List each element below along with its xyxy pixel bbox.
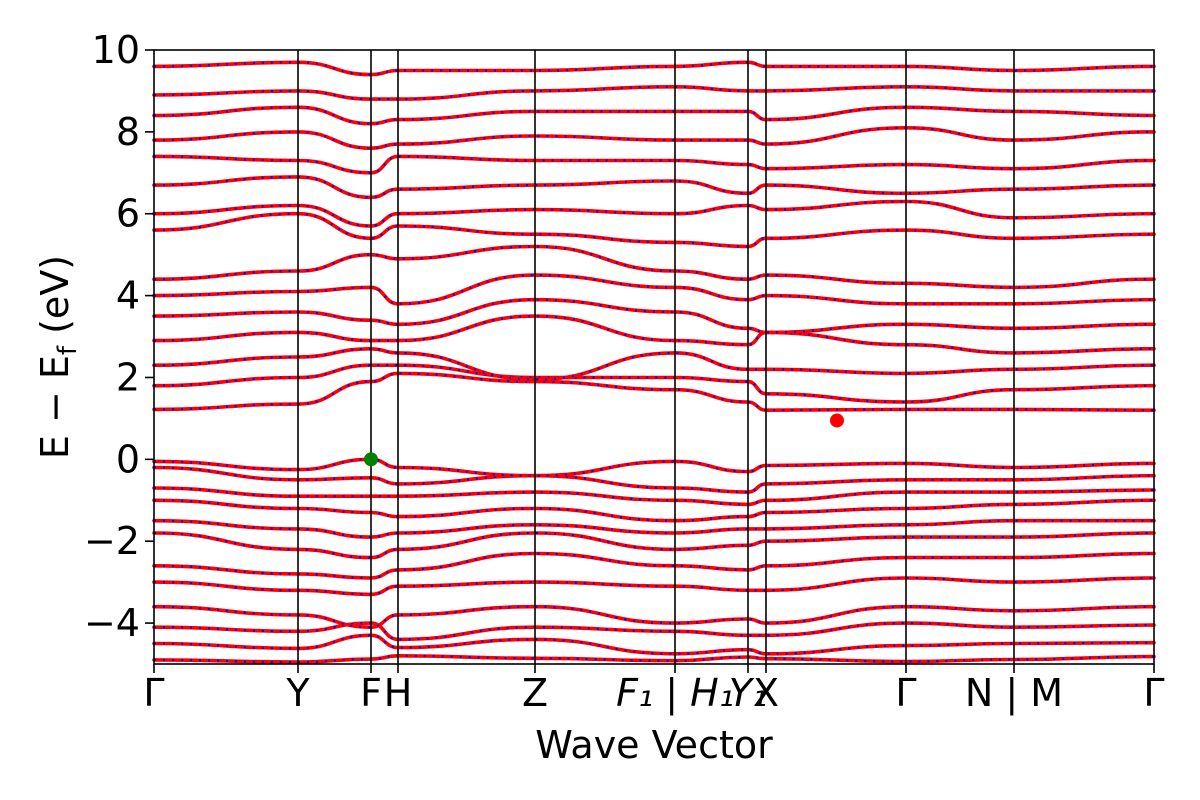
xtick-label-4: Z	[522, 671, 548, 715]
kpath-vertical-lines	[297, 50, 1015, 664]
highlight-marker-0	[364, 452, 378, 467]
band-line-dotted-5	[153, 552, 1155, 580]
xtick-label-6: Y₁	[729, 671, 767, 715]
ytick-label-1: 8	[116, 110, 140, 154]
band-line-26	[152, 60, 1156, 77]
band-line-2	[152, 621, 1156, 642]
ytick-label-5: 0	[116, 437, 140, 481]
y-axis-title-main: E − E	[33, 355, 77, 459]
band-line-4	[152, 576, 1156, 597]
band-line-dotted-24	[153, 106, 1155, 125]
band-line-dotted-11	[153, 458, 1155, 477]
band-line-dotted-12	[153, 372, 1155, 412]
plot-frame	[153, 49, 1155, 665]
band-line-dotted-18	[153, 245, 1155, 289]
band-line-3	[152, 604, 1156, 630]
band-line-dotted-17	[153, 273, 1155, 305]
band-line-25	[152, 84, 1156, 101]
band-line-23	[152, 125, 1156, 151]
band-line-22	[152, 154, 1156, 175]
y-axis-title-unit: (eV)	[33, 255, 77, 346]
band-line-21	[152, 175, 1156, 200]
ytick-label-7: −4	[84, 601, 140, 645]
y-axis-ticks: 10 8 6 4 2 0 −2 −4	[84, 28, 154, 645]
band-line-dotted-0	[153, 654, 1155, 664]
band-line-6	[152, 531, 1156, 560]
bands-layer	[152, 60, 1156, 664]
x-axis-title: Wave Vector	[535, 723, 773, 767]
band-line-7	[152, 518, 1156, 539]
band-line-dotted-15	[153, 314, 1155, 355]
xtick-label-7: X	[753, 671, 779, 715]
band-line-dotted-6	[153, 531, 1155, 559]
band-line-8	[152, 498, 1156, 523]
y-axis-title: E − Ef (eV)	[33, 255, 83, 459]
band-line-9	[152, 486, 1156, 507]
band-line-0	[152, 653, 1156, 664]
y-axis-title-subscript: f	[53, 345, 83, 355]
band-line-16	[152, 297, 1156, 335]
xtick-label-2: F	[360, 671, 382, 715]
band-line-24	[152, 105, 1156, 126]
band-line-dotted-19	[153, 212, 1155, 248]
ytick-label-4: 2	[116, 355, 140, 399]
band-line-18	[152, 244, 1156, 290]
highlight-markers	[364, 413, 844, 467]
ytick-label-6: −2	[84, 519, 140, 563]
band-line-15	[152, 314, 1156, 355]
band-line-dotted-9	[153, 486, 1155, 506]
xtick-label-5: F₁ | H₁	[616, 671, 734, 716]
xtick-label-1: Y	[285, 671, 310, 715]
band-line-13	[152, 363, 1156, 404]
band-line-17	[152, 273, 1156, 306]
ytick-label-3: 4	[116, 274, 140, 318]
xtick-label-10: Γ	[1143, 671, 1164, 715]
band-line-1	[152, 633, 1156, 656]
ytick-label-2: 6	[116, 192, 140, 236]
ytick-label-0: 10	[92, 28, 140, 72]
band-line-dotted-20	[153, 200, 1155, 228]
xtick-label-9: N | M	[965, 671, 1063, 716]
xtick-label-8: Γ	[895, 671, 916, 715]
highlight-marker-1	[830, 413, 844, 428]
band-line-dotted-2	[153, 621, 1155, 641]
xtick-label-3: H	[384, 671, 413, 715]
xtick-label-0: Γ	[143, 671, 164, 715]
